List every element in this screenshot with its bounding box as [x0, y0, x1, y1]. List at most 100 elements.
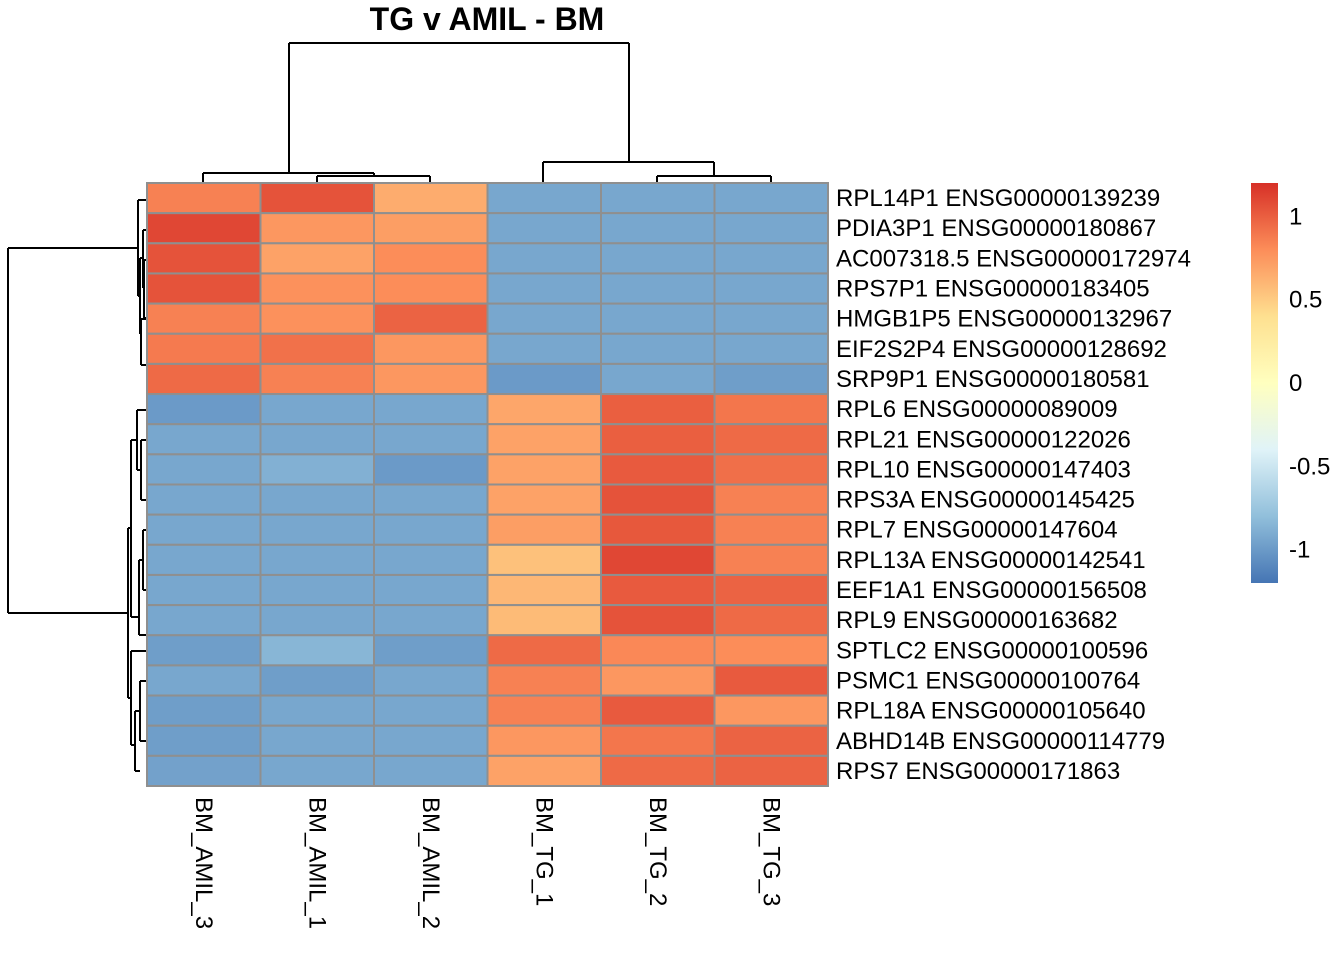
- heatmap-cell: [373, 362, 489, 396]
- column-label: BM_AMIL_3: [190, 797, 217, 929]
- heatmap-cell: [259, 543, 375, 576]
- row-label: RPL18A ENSG00000105640: [836, 698, 1146, 725]
- heatmap-cell: [259, 362, 375, 396]
- heatmap-cell: [373, 634, 489, 667]
- heatmap-cell: [146, 694, 262, 727]
- heatmap-cell: [486, 182, 602, 215]
- column-dendrogram: [202, 42, 772, 183]
- heatmap-cell: [600, 634, 716, 667]
- heatmap-cell: [259, 483, 375, 516]
- heatmap-cell: [259, 242, 375, 275]
- heatmap-cell: [146, 604, 262, 637]
- heatmap-cell: [713, 754, 829, 787]
- heatmap-cell: [146, 362, 262, 396]
- heatmap-cell: [373, 212, 489, 245]
- heatmap-cell: [713, 543, 829, 576]
- heatmap-cell: [713, 332, 829, 365]
- row-dendrogram: [7, 199, 146, 772]
- row-label: SPTLC2 ENSG00000100596: [836, 637, 1148, 664]
- heatmap-cell: [486, 272, 602, 305]
- heatmap-cell: [373, 393, 489, 426]
- heatmap-cell: [259, 212, 375, 245]
- heatmap-cell: [486, 242, 602, 275]
- heatmap-cell: [259, 332, 375, 365]
- heatmap-cell: [486, 664, 602, 697]
- heatmap-cell: [713, 393, 829, 426]
- heatmap-cell: [373, 182, 489, 215]
- heatmap-cell: [259, 664, 375, 697]
- heatmap-cell: [713, 634, 829, 667]
- column-label: BM_AMIL_1: [303, 797, 330, 929]
- heatmap-cell: [600, 332, 716, 365]
- column-label: BM_TG_2: [644, 797, 671, 906]
- heatmap-cell: [146, 664, 262, 697]
- row-label: PSMC1 ENSG00000100764: [836, 667, 1140, 694]
- heatmap-cell: [146, 513, 262, 546]
- row-label: RPL9 ENSG00000163682: [836, 607, 1118, 634]
- heatmap-cell: [146, 242, 262, 275]
- row-label: RPS7 ENSG00000171863: [836, 758, 1120, 785]
- heatmap-cell: [713, 212, 829, 245]
- heatmap-cell: [373, 724, 489, 757]
- heatmap-cell: [486, 483, 602, 516]
- heatmap-cell: [713, 423, 829, 456]
- heatmap-cell: [259, 724, 375, 757]
- heatmap-cell: [373, 604, 489, 637]
- legend-color-bar: [1251, 183, 1278, 583]
- row-label: EEF1A1 ENSG00000156508: [836, 577, 1147, 604]
- heatmap-cell: [373, 272, 489, 305]
- heatmap-cell: [259, 694, 375, 727]
- row-label: RPL7 ENSG00000147604: [836, 517, 1118, 544]
- heatmap-cell: [600, 242, 716, 275]
- heatmap-cell: [373, 302, 489, 335]
- heatmap-cell: [486, 302, 602, 335]
- heatmap-cell: [259, 754, 375, 787]
- heatmap-cell: [373, 573, 489, 607]
- heatmap-cell: [713, 483, 829, 516]
- heatmap-cell: [146, 272, 262, 305]
- row-label: RPL10 ENSG00000147403: [836, 456, 1131, 483]
- heatmap-cell: [600, 664, 716, 697]
- heatmap-cell: [600, 212, 716, 245]
- heatmap-cell: [259, 302, 375, 335]
- heatmap-cell: [600, 302, 716, 335]
- heatmap-cell: [486, 543, 602, 576]
- row-label: RPS7P1 ENSG00000183405: [836, 276, 1150, 303]
- heatmap-cell: [146, 634, 262, 667]
- legend-tick-label: -1: [1289, 537, 1310, 564]
- row-label: EIF2S2P4 ENSG00000128692: [836, 336, 1167, 363]
- heatmap-cell: [486, 694, 602, 727]
- heatmap-cell: [713, 362, 829, 396]
- heatmap-cell: [486, 724, 602, 757]
- row-label: AC007318.5 ENSG00000172974: [836, 245, 1191, 272]
- heatmap-cell: [146, 573, 262, 607]
- heatmap-cell: [373, 483, 489, 516]
- heatmap-cell: [146, 483, 262, 516]
- chart-title: TG v AMIL - BM: [370, 1, 605, 37]
- row-label: RPL21 ENSG00000122026: [836, 426, 1131, 453]
- heatmap-cell: [713, 182, 829, 215]
- heatmap-cell: [600, 393, 716, 426]
- row-label: RPL14P1 ENSG00000139239: [836, 185, 1160, 212]
- heatmap-cell: [259, 182, 375, 215]
- legend-tick-label: 0.5: [1289, 287, 1322, 314]
- heatmap-cell: [146, 724, 262, 757]
- heatmap-cell: [146, 182, 262, 215]
- heatmap-cell: [600, 423, 716, 456]
- heatmap-cell: [373, 754, 489, 787]
- row-label: HMGB1P5 ENSG00000132967: [836, 306, 1172, 333]
- heatmap-cell: [373, 332, 489, 365]
- column-labels: BM_AMIL_3 BM_AMIL_1 BM_AMIL_2 BM_TG_1 BM_TG_…: [190, 797, 785, 929]
- heatmap-cell: [600, 543, 716, 576]
- heatmap-cell: [713, 724, 829, 757]
- heatmap-cell: [713, 694, 829, 727]
- heatmap-cell: [259, 573, 375, 607]
- column-label: BM_AMIL_2: [417, 797, 444, 929]
- heatmap-cell: [486, 212, 602, 245]
- heatmap-cell: [486, 332, 602, 365]
- heatmap-cell: [373, 242, 489, 275]
- heatmap-cells: [146, 182, 829, 787]
- heatmap-cell: [600, 182, 716, 215]
- heatmap-cell: [259, 453, 375, 486]
